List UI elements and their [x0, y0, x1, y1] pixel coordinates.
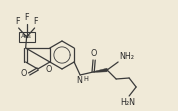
- Text: H: H: [83, 76, 88, 82]
- Text: O: O: [21, 69, 27, 78]
- Text: NH₂: NH₂: [119, 52, 134, 61]
- Text: F: F: [15, 18, 20, 27]
- Text: Abs: Abs: [21, 35, 32, 40]
- Text: F: F: [24, 14, 29, 23]
- Text: F: F: [33, 18, 38, 27]
- Text: O: O: [91, 49, 97, 58]
- Text: H₂N: H₂N: [121, 98, 136, 107]
- Text: O: O: [46, 65, 52, 74]
- Polygon shape: [93, 68, 107, 72]
- Text: N: N: [77, 75, 83, 84]
